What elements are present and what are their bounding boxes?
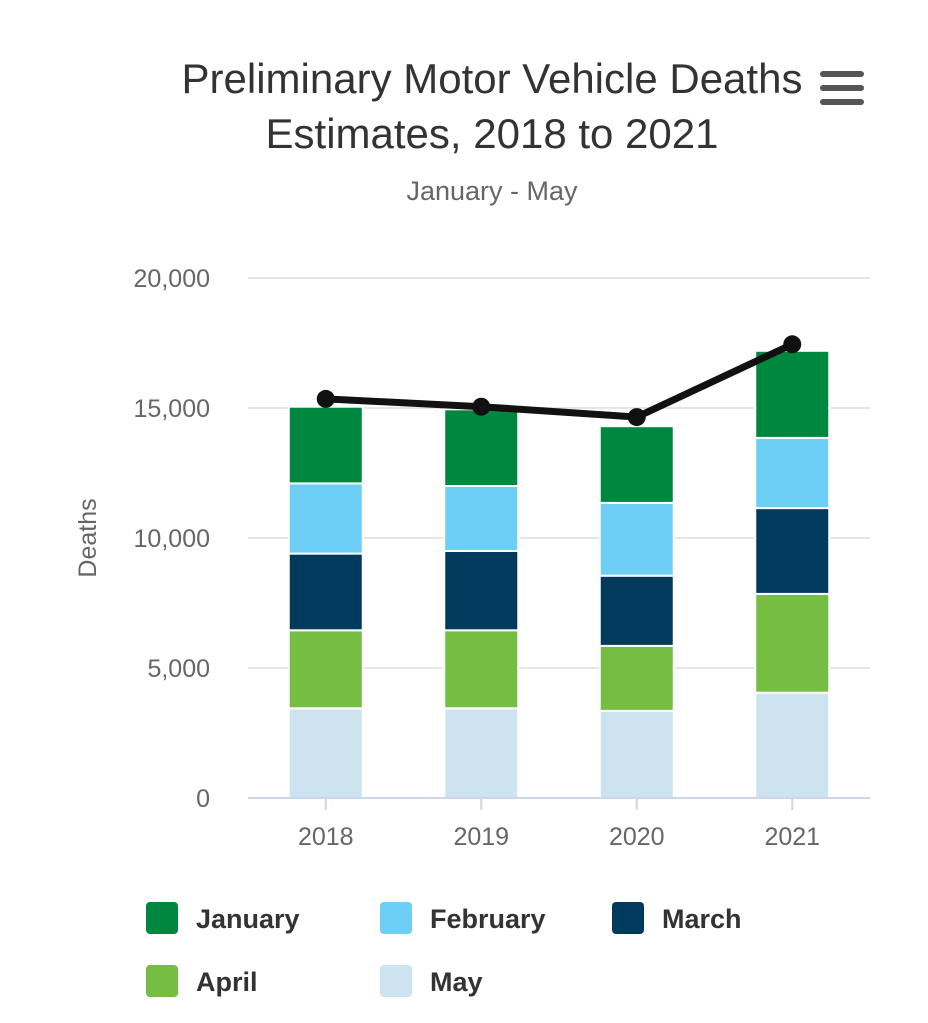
hamburger-menu-icon[interactable] — [820, 71, 864, 105]
bar-segment-april-2019[interactable] — [443, 629, 520, 710]
y-tick-label: 20,000 — [134, 265, 210, 293]
legend-label: May — [430, 967, 483, 997]
bar-segment-march-2020[interactable] — [598, 574, 675, 647]
legend-swatch — [612, 902, 644, 934]
bar-segment-march-2018[interactable] — [287, 552, 364, 632]
y-tick-label: 0 — [196, 785, 210, 813]
bar-segment-april-2021[interactable] — [754, 592, 831, 694]
total-point-2019[interactable] — [472, 397, 491, 416]
chart-title-line-1: Preliminary Motor Vehicle Deaths — [182, 55, 803, 102]
bar-segment-january-2018[interactable] — [287, 405, 364, 485]
x-tick-label: 2021 — [764, 823, 820, 851]
bar-segment-april-2020[interactable] — [598, 644, 675, 712]
total-point-2018[interactable] — [316, 389, 335, 408]
bar-segment-february-2020[interactable] — [598, 501, 675, 577]
legend-swatch — [146, 902, 178, 934]
legend-swatch — [380, 902, 412, 934]
bar-segment-january-2021[interactable] — [754, 349, 831, 439]
bar-segment-february-2019[interactable] — [443, 485, 520, 552]
bar-segment-february-2018[interactable] — [287, 482, 364, 555]
legend-label: February — [430, 904, 546, 934]
y-tick-label: 5,000 — [147, 655, 210, 683]
x-tick-label: 2019 — [453, 823, 509, 851]
chart-subtitle: January - May — [406, 176, 578, 206]
y-tick-label: 10,000 — [134, 525, 210, 553]
bar-segment-january-2020[interactable] — [598, 425, 675, 504]
legend-label: March — [662, 904, 742, 934]
total-point-2021[interactable] — [783, 335, 802, 354]
legend-label: January — [196, 904, 300, 934]
bar-segment-may-2019[interactable] — [443, 707, 520, 799]
x-tick-label: 2020 — [609, 823, 665, 851]
bar-segment-may-2018[interactable] — [287, 707, 364, 799]
legend-item-april[interactable]: April — [146, 965, 258, 997]
bar-segment-january-2019[interactable] — [443, 408, 520, 487]
legend-item-january[interactable]: January — [146, 902, 300, 934]
legend-item-may[interactable]: May — [380, 965, 483, 997]
bar-segment-may-2021[interactable] — [754, 691, 831, 800]
y-tick-label: 15,000 — [134, 395, 210, 423]
legend-item-march[interactable]: March — [612, 902, 742, 934]
total-point-2020[interactable] — [627, 408, 646, 427]
bar-segment-february-2021[interactable] — [754, 436, 831, 510]
bar-segment-april-2018[interactable] — [287, 629, 364, 710]
bar-segment-march-2019[interactable] — [443, 550, 520, 632]
bar-segment-march-2021[interactable] — [754, 507, 831, 595]
x-tick-label: 2018 — [298, 823, 354, 851]
total-line — [325, 341, 794, 421]
legend-swatch — [380, 965, 412, 997]
legend-label: April — [196, 967, 258, 997]
chart-title-line-2: Estimates, 2018 to 2021 — [266, 110, 719, 157]
legend-item-february[interactable]: February — [380, 902, 546, 934]
bar-segment-may-2020[interactable] — [598, 709, 675, 800]
legend-swatch — [146, 965, 178, 997]
y-axis-label: Deaths — [74, 498, 102, 577]
